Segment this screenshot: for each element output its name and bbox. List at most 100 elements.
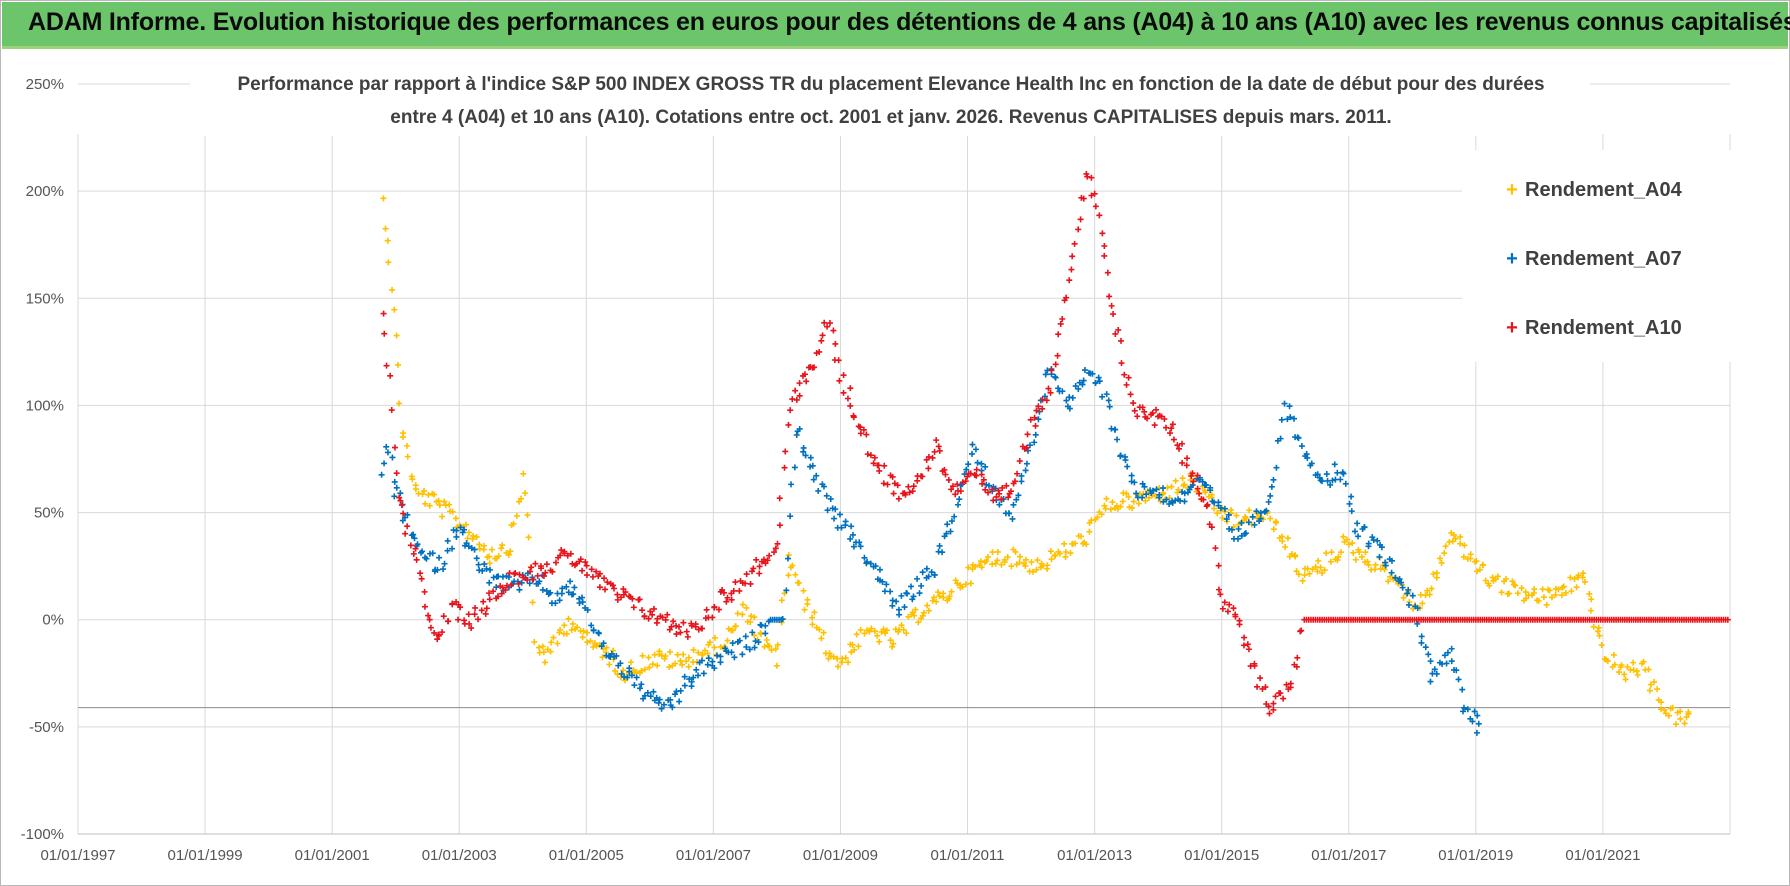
data-point — [1661, 706, 1668, 713]
legend-label-a07: Rendement_A07 — [1525, 248, 1682, 270]
data-point — [681, 682, 688, 689]
data-point — [516, 586, 523, 593]
data-point — [952, 491, 959, 498]
data-point — [963, 466, 970, 473]
data-point — [949, 483, 956, 490]
data-point — [418, 575, 425, 582]
data-point — [421, 603, 428, 610]
data-point — [1281, 400, 1288, 407]
data-point — [845, 659, 852, 666]
data-point — [659, 614, 666, 621]
data-point — [395, 361, 402, 368]
data-point — [633, 674, 640, 681]
data-point — [645, 654, 652, 661]
data-point — [429, 550, 436, 557]
data-point — [411, 535, 418, 542]
x-tick-label: 01/01/2009 — [803, 847, 878, 864]
data-point — [876, 638, 883, 645]
data-point — [465, 611, 472, 618]
y-axis-ticks: 250% 200% 150% 100% 50% 0% -50% -100% — [21, 76, 64, 843]
data-point — [584, 629, 591, 636]
data-point — [1228, 526, 1235, 533]
data-point — [711, 604, 718, 611]
data-point — [1047, 389, 1054, 396]
data-point — [1142, 497, 1149, 504]
data-point — [554, 640, 561, 647]
data-point — [820, 483, 827, 490]
data-point — [1032, 431, 1039, 438]
data-point — [1006, 510, 1013, 517]
data-point — [729, 627, 736, 634]
data-point — [1464, 706, 1471, 713]
data-point — [1404, 590, 1411, 597]
data-point — [993, 493, 1000, 500]
data-point — [1385, 578, 1392, 585]
data-point — [924, 602, 931, 609]
data-point — [1145, 494, 1152, 501]
data-point — [1267, 515, 1274, 522]
data-point — [1117, 452, 1124, 459]
data-point — [655, 699, 662, 706]
data-point — [588, 622, 595, 629]
data-point — [645, 615, 652, 622]
data-point — [1473, 729, 1480, 736]
data-point — [1101, 252, 1108, 259]
data-point — [1622, 676, 1629, 683]
data-point — [807, 454, 814, 461]
data-point — [813, 472, 820, 479]
data-point — [1683, 714, 1690, 721]
data-point — [916, 590, 923, 597]
data-point — [1068, 266, 1075, 273]
data-point — [1052, 361, 1059, 368]
data-point — [1063, 397, 1070, 404]
data-point — [536, 578, 543, 585]
data-point — [1066, 405, 1073, 412]
data-points — [378, 170, 1731, 736]
data-point — [641, 666, 648, 673]
data-point — [431, 491, 438, 498]
data-point — [584, 572, 591, 579]
data-point — [810, 476, 817, 483]
data-point — [883, 627, 890, 634]
data-point — [510, 520, 517, 527]
data-point — [720, 589, 727, 596]
data-point — [463, 521, 470, 528]
data-point — [543, 587, 550, 594]
x-tick-label: 01/01/2001 — [295, 847, 370, 864]
data-point — [1398, 579, 1405, 586]
data-point — [593, 568, 600, 575]
data-point — [789, 396, 796, 403]
data-point — [1350, 549, 1357, 556]
data-point — [1110, 311, 1117, 318]
data-point — [624, 674, 631, 681]
data-point — [440, 613, 447, 620]
data-point — [483, 605, 490, 612]
data-point — [1052, 373, 1059, 380]
data-point — [723, 598, 730, 605]
data-point — [493, 584, 500, 591]
data-point — [978, 471, 985, 478]
data-point — [857, 424, 864, 431]
data-point — [929, 597, 936, 604]
data-point — [793, 396, 800, 403]
data-point — [693, 666, 700, 673]
data-point — [1245, 646, 1252, 653]
data-point — [421, 588, 428, 595]
data-point — [948, 518, 955, 525]
data-point — [933, 437, 940, 444]
data-point — [609, 582, 616, 589]
data-point — [751, 632, 758, 639]
data-point — [513, 512, 520, 519]
data-point — [919, 473, 926, 480]
data-point — [391, 493, 398, 500]
data-point — [956, 496, 963, 503]
data-point — [811, 364, 818, 371]
data-point — [1555, 586, 1562, 593]
data-point — [677, 687, 684, 694]
data-point — [1226, 525, 1233, 532]
data-point — [930, 594, 937, 601]
data-point — [391, 478, 398, 485]
data-point — [1169, 421, 1176, 428]
